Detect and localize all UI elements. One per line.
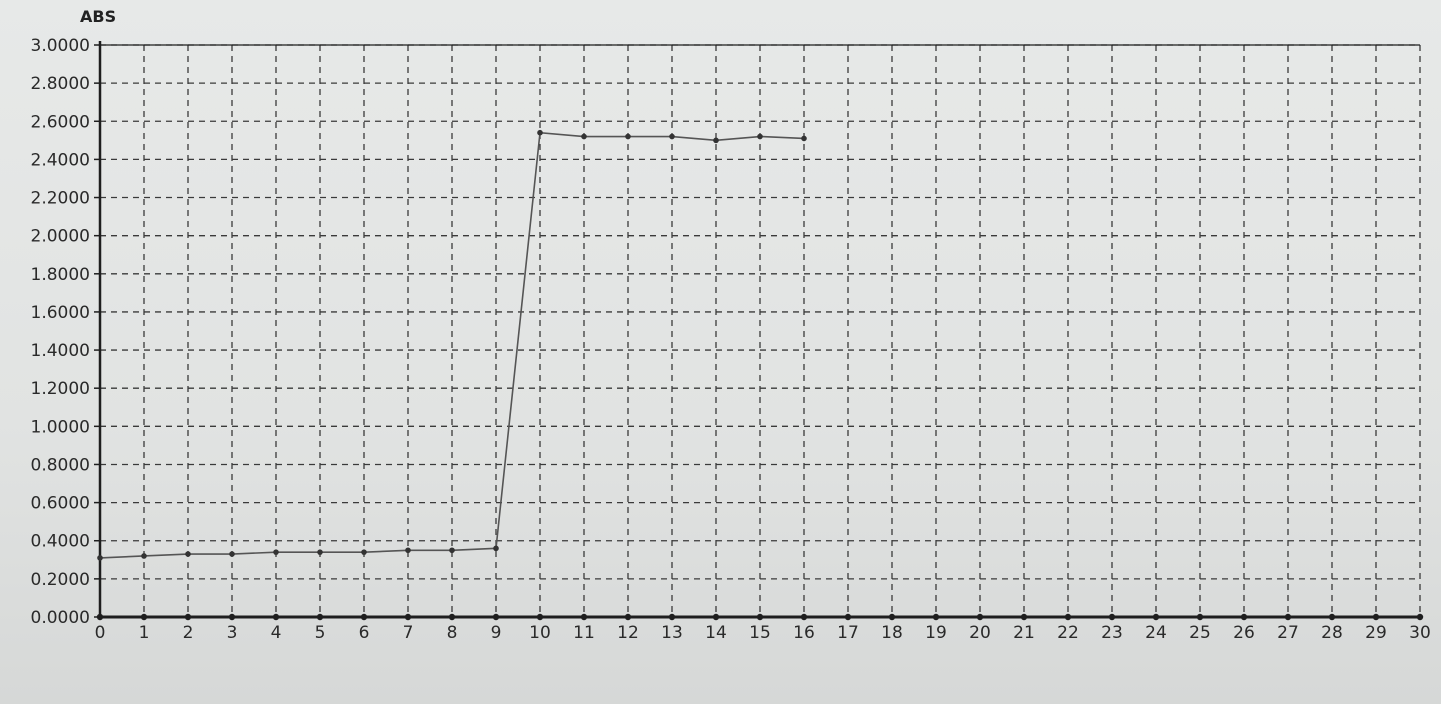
y-tick-label: 0.4000 — [31, 532, 90, 552]
x-tick-label: 21 — [1013, 623, 1035, 643]
x-tick-label: 11 — [573, 623, 595, 643]
abs-data-point — [493, 545, 499, 552]
x-tick-label: 0 — [95, 623, 106, 643]
x-tick-label: 28 — [1321, 623, 1343, 643]
x-tick-label: 24 — [1145, 623, 1167, 643]
x-tick-label: 15 — [749, 623, 771, 643]
y-tick-label: 1.2000 — [31, 379, 90, 399]
abs-data-point — [405, 547, 411, 554]
y-tick-label: 0.8000 — [31, 455, 90, 475]
y-tick-label: 2.6000 — [31, 112, 90, 132]
y-tick-label: 1.0000 — [31, 417, 90, 437]
abs-data-point — [537, 129, 543, 136]
x-tick-label: 5 — [315, 623, 326, 643]
x-tick-label: 27 — [1277, 623, 1299, 643]
x-tick-label: 16 — [793, 623, 815, 643]
x-tick-label: 17 — [837, 623, 859, 643]
abs-data-point — [757, 133, 763, 140]
y-tick-label: 1.8000 — [31, 265, 90, 285]
x-tick-label: 9 — [491, 623, 502, 643]
abs-data-point — [361, 549, 367, 555]
y-axis-title: ABS — [80, 7, 116, 26]
abs-data-point — [97, 555, 103, 561]
x-tick-label: 29 — [1365, 623, 1387, 643]
x-tick-label: 12 — [617, 623, 639, 643]
y-tick-label: 2.4000 — [31, 150, 90, 170]
x-tick-label: 18 — [881, 623, 903, 643]
y-tick-label: 2.0000 — [31, 227, 90, 247]
abs-data-point — [713, 137, 719, 144]
abs-data-point — [273, 549, 279, 555]
x-tick-label: 25 — [1189, 623, 1211, 643]
abs-data-point — [581, 133, 587, 140]
y-tick-label: 3.0000 — [31, 36, 90, 56]
x-tick-label: 7 — [403, 623, 414, 643]
x-tick-label: 3 — [227, 623, 238, 643]
x-tick-label: 20 — [969, 623, 991, 643]
x-tick-label: 13 — [661, 623, 683, 643]
x-tick-label: 8 — [447, 623, 458, 643]
abs-data-point — [449, 547, 455, 554]
abs-data-point — [625, 133, 631, 140]
y-tick-label: 0.2000 — [31, 570, 90, 590]
y-tick-label: 2.2000 — [31, 189, 90, 209]
x-tick-label: 6 — [359, 623, 370, 643]
abs-data-point — [317, 549, 323, 555]
x-tick-label: 30 — [1409, 623, 1431, 643]
y-tick-label: 0.6000 — [31, 494, 90, 514]
abs-data-point — [141, 553, 147, 559]
abs-data-point — [185, 551, 191, 557]
y-tick-label: 1.4000 — [31, 341, 90, 361]
x-tick-label: 23 — [1101, 623, 1123, 643]
x-tick-label: 2 — [183, 623, 194, 643]
y-tick-label: 1.6000 — [31, 303, 90, 323]
y-tick-label: 0.0000 — [31, 608, 90, 628]
x-tick-label: 19 — [925, 623, 947, 643]
x-tick-label: 4 — [271, 623, 282, 643]
abs-data-point — [801, 135, 807, 142]
x-tick-label: 22 — [1057, 623, 1079, 643]
y-tick-label: 2.8000 — [31, 74, 90, 94]
x-tick-label: 14 — [705, 623, 727, 643]
x-tick-label: 10 — [529, 623, 551, 643]
abs-data-point — [669, 133, 675, 140]
x-tick-label: 26 — [1233, 623, 1255, 643]
x-tick-label: 1 — [139, 623, 150, 643]
abs-data-point — [229, 551, 235, 557]
